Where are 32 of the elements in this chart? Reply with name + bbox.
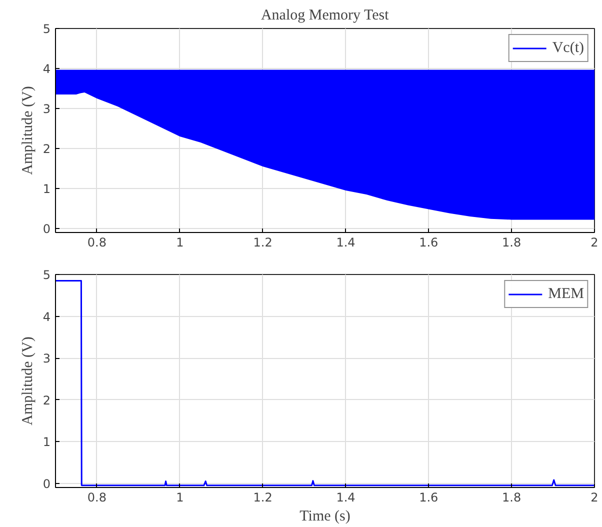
legend-label: MEM xyxy=(548,286,584,302)
y-axis-title: Amplitude (V) xyxy=(20,86,36,175)
y-tick-label: 2 xyxy=(42,142,51,156)
x-axis-title: Time (s) xyxy=(300,508,350,524)
y-tick-label: 3 xyxy=(42,352,51,366)
x-tick-label: 1.2 xyxy=(253,490,272,504)
x-tick-label: 2 xyxy=(590,236,598,250)
y-axis-title: Amplitude (V) xyxy=(20,336,36,426)
x-tick-label: 0.8 xyxy=(87,490,107,504)
x-tick-label: 1 xyxy=(176,236,184,250)
x-tick-label: 1.8 xyxy=(502,490,522,504)
legend-label: Vc(t) xyxy=(552,40,584,56)
x-tick-label: 1 xyxy=(176,490,184,504)
x-tick-label: 1.4 xyxy=(336,490,356,504)
x-tick-label: 1.6 xyxy=(419,490,438,504)
y-tick-label: 0 xyxy=(42,222,51,236)
x-tick-label: 0.8 xyxy=(87,236,107,250)
y-tick-label: 1 xyxy=(42,182,51,196)
y-tick-label: 0 xyxy=(42,476,51,491)
x-tick-label: 1.8 xyxy=(502,236,522,250)
x-tick-label: 1.2 xyxy=(253,236,272,250)
y-tick-label: 2 xyxy=(42,393,51,408)
y-tick-label: 4 xyxy=(42,62,51,76)
x-tick-label: 1.4 xyxy=(336,236,356,250)
chart-title: Analog Memory Test xyxy=(260,8,390,24)
y-tick-label: 4 xyxy=(42,310,51,324)
y-tick-label: 5 xyxy=(42,268,51,282)
x-tick-label: 2 xyxy=(590,490,598,504)
y-tick-label: 1 xyxy=(42,435,51,450)
y-tick-label: 3 xyxy=(42,102,51,116)
x-tick-label: 1.6 xyxy=(419,236,438,250)
y-tick-label: 5 xyxy=(42,22,51,36)
